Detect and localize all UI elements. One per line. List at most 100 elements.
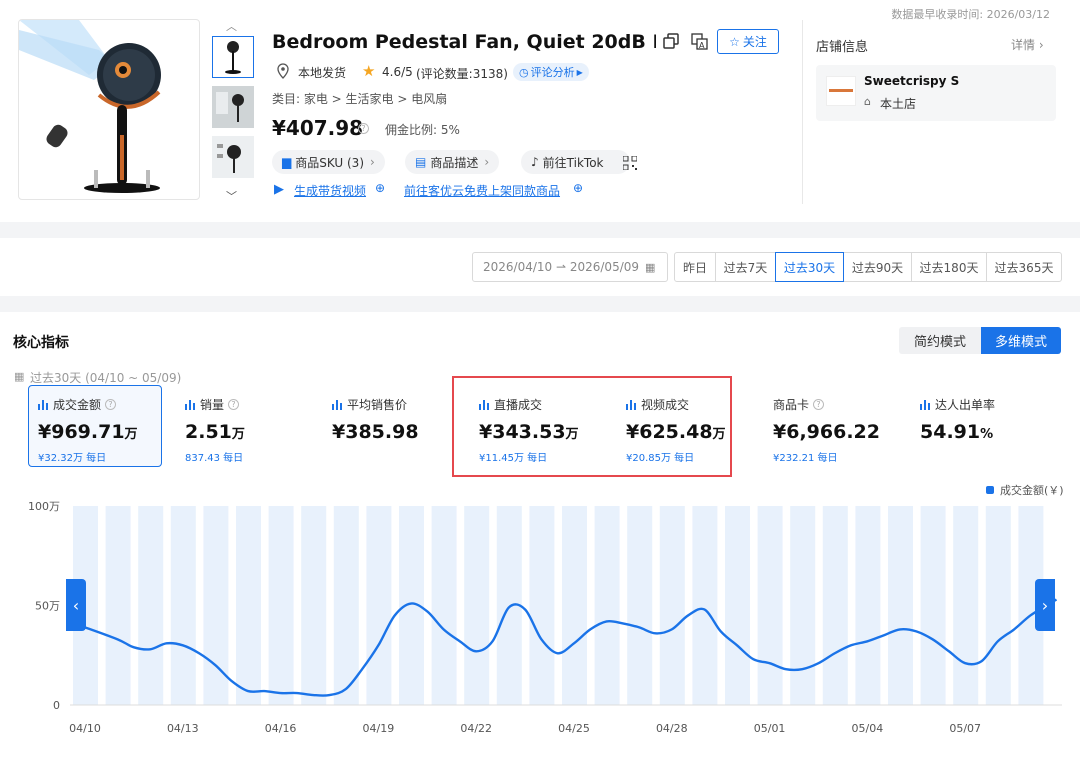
day-band	[366, 506, 392, 705]
chart-prev-button[interactable]: ‹	[66, 579, 86, 631]
day-band	[822, 506, 848, 705]
product-main-image[interactable]	[18, 19, 200, 200]
bar-chart-icon	[332, 399, 343, 410]
metric-product-card[interactable]: 商品卡? ¥6,966.22 ¥232.21 每日	[773, 398, 880, 464]
sku-icon: ▆	[282, 155, 292, 169]
y-tick-label: 50万	[35, 600, 60, 613]
metric-video[interactable]: 视频成交 ¥625.48万 ¥20.85万 每日	[626, 398, 726, 464]
day-band	[659, 506, 685, 705]
metric-creator-rate[interactable]: 达人出单率 54.91%	[920, 398, 996, 443]
svg-text:A: A	[699, 41, 705, 50]
day-band	[431, 506, 457, 705]
day-band	[236, 506, 261, 705]
ship-from: 本地发货	[298, 66, 347, 80]
x-tick-label: 04/10	[69, 722, 101, 735]
store-type: 本土店	[880, 97, 917, 111]
day-band	[920, 506, 946, 705]
thumb-down-icon[interactable]: ﹀	[226, 190, 237, 203]
x-tick-label: 04/28	[656, 722, 688, 735]
day-band	[529, 506, 555, 705]
bar-chart-icon	[38, 399, 49, 410]
tiktok-icon: ♪	[531, 155, 539, 169]
store-name: Sweetcrispy S	[864, 74, 960, 88]
day-band	[105, 506, 131, 705]
thumbnail-2[interactable]	[212, 86, 254, 128]
bar-chart-icon	[920, 399, 931, 410]
mode-multi-button[interactable]: 多维模式	[981, 327, 1061, 354]
day-band	[562, 506, 587, 705]
thumbnail-1[interactable]	[212, 36, 254, 78]
store-box[interactable]	[816, 65, 1056, 121]
price-help-icon[interactable]: ?	[358, 123, 369, 134]
sku-button[interactable]: ▆ 商品SKU (3) ›	[272, 150, 385, 174]
listing-link[interactable]: 前往客优云免费上架同款商品	[404, 184, 561, 198]
description-button[interactable]: ▤ 商品描述 ›	[405, 150, 500, 174]
generate-video-icon: ▶	[274, 182, 284, 197]
gmv-chart: 100万 50万 0 04/10 04/13 04/16 04/19 04/22 04/25 04…	[28, 500, 1062, 735]
y-tick-label: 0	[53, 699, 60, 712]
help-icon[interactable]: ?	[105, 399, 117, 410]
range-30d[interactable]: 过去30天	[775, 252, 844, 282]
range-180d[interactable]: 过去180天	[911, 252, 987, 282]
day-band	[464, 506, 490, 705]
day-band	[170, 506, 196, 705]
translate-icon[interactable]: A	[691, 33, 708, 54]
core-title: 核心指标	[13, 335, 69, 351]
x-tick-label: 04/13	[167, 722, 199, 735]
x-tick-label: 05/01	[754, 722, 786, 735]
store-logo	[826, 76, 856, 106]
day-band	[725, 506, 750, 705]
location-icon	[276, 63, 290, 83]
metric-gmv[interactable]: 成交金额? ¥969.71万 ¥32.32万 每日	[38, 398, 138, 464]
metric-sales[interactable]: 销量? 2.51万 837.43 每日	[185, 398, 245, 464]
day-band	[203, 506, 229, 705]
star-outline-icon: ☆	[729, 34, 740, 49]
x-tick-label: 05/07	[949, 722, 981, 735]
store-details-link[interactable]: 详情 ›	[1011, 38, 1044, 52]
x-tick-label: 04/19	[363, 722, 395, 735]
category-path: 类目: 家电 > 生活家电 > 电风扇	[272, 92, 448, 106]
date-range-picker[interactable]: 2026/04/10 ⇀ 2026/05/09 ▦	[472, 252, 668, 282]
chevron-right-icon: ›	[484, 155, 490, 169]
earliest-record-label: 数据最早收录时间: 2026/03/12	[891, 8, 1050, 21]
store-divider	[802, 20, 803, 204]
store-type-icon: ⌂	[864, 95, 871, 108]
metric-avg-price[interactable]: 平均销售价 ¥385.98	[332, 398, 419, 443]
series-line-gmv	[84, 598, 1058, 697]
store-title: 店铺信息	[816, 40, 869, 55]
day-band	[692, 506, 718, 705]
play-icon: ▶	[576, 67, 583, 77]
range-7d[interactable]: 过去7天	[715, 252, 776, 282]
day-band	[790, 506, 816, 705]
range-90d[interactable]: 过去90天	[843, 252, 912, 282]
qr-code-icon[interactable]	[622, 155, 638, 174]
help-icon[interactable]: ?	[228, 399, 240, 410]
tiktok-button[interactable]: ♪ 前往TikTok	[521, 150, 630, 174]
x-tick-label: 05/04	[852, 722, 884, 735]
bar-chart-icon	[185, 399, 196, 410]
chart-next-button[interactable]: ›	[1035, 579, 1055, 631]
commission: 佣金比例: 5%	[385, 123, 460, 137]
arrow-circle-icon: ⊕	[375, 181, 386, 195]
metric-live[interactable]: 直播成交 ¥343.53万 ¥11.45万 每日	[479, 398, 579, 464]
x-tick-label: 04/22	[460, 722, 492, 735]
mode-simple-button[interactable]: 简约模式	[899, 327, 981, 354]
review-analysis-link[interactable]: ◷ 评论分析 ▶	[513, 63, 589, 81]
generate-video-link[interactable]: 生成带货视频	[294, 184, 367, 198]
product-title: Bedroom Pedestal Fan, Quiet 20dB DC A	[272, 31, 656, 53]
follow-button[interactable]: ☆ 关注	[717, 29, 779, 54]
calendar-icon: ▦	[14, 370, 25, 383]
thumb-up-icon[interactable]: ︿	[226, 20, 237, 33]
calendar-icon: ▦	[645, 260, 656, 274]
star-icon: ★	[362, 62, 376, 80]
legend: 成交金额(￥)	[986, 482, 1064, 498]
help-icon[interactable]: ?	[813, 399, 825, 410]
range-365d[interactable]: 过去365天	[986, 252, 1062, 282]
day-band	[268, 506, 294, 705]
copy-icon[interactable]	[663, 33, 679, 53]
thumbnail-3[interactable]	[212, 136, 254, 178]
day-band	[855, 506, 881, 705]
chevron-right-icon: ›	[370, 155, 375, 169]
range-yesterday[interactable]: 昨日	[674, 252, 716, 282]
bar-chart-icon	[479, 399, 490, 410]
